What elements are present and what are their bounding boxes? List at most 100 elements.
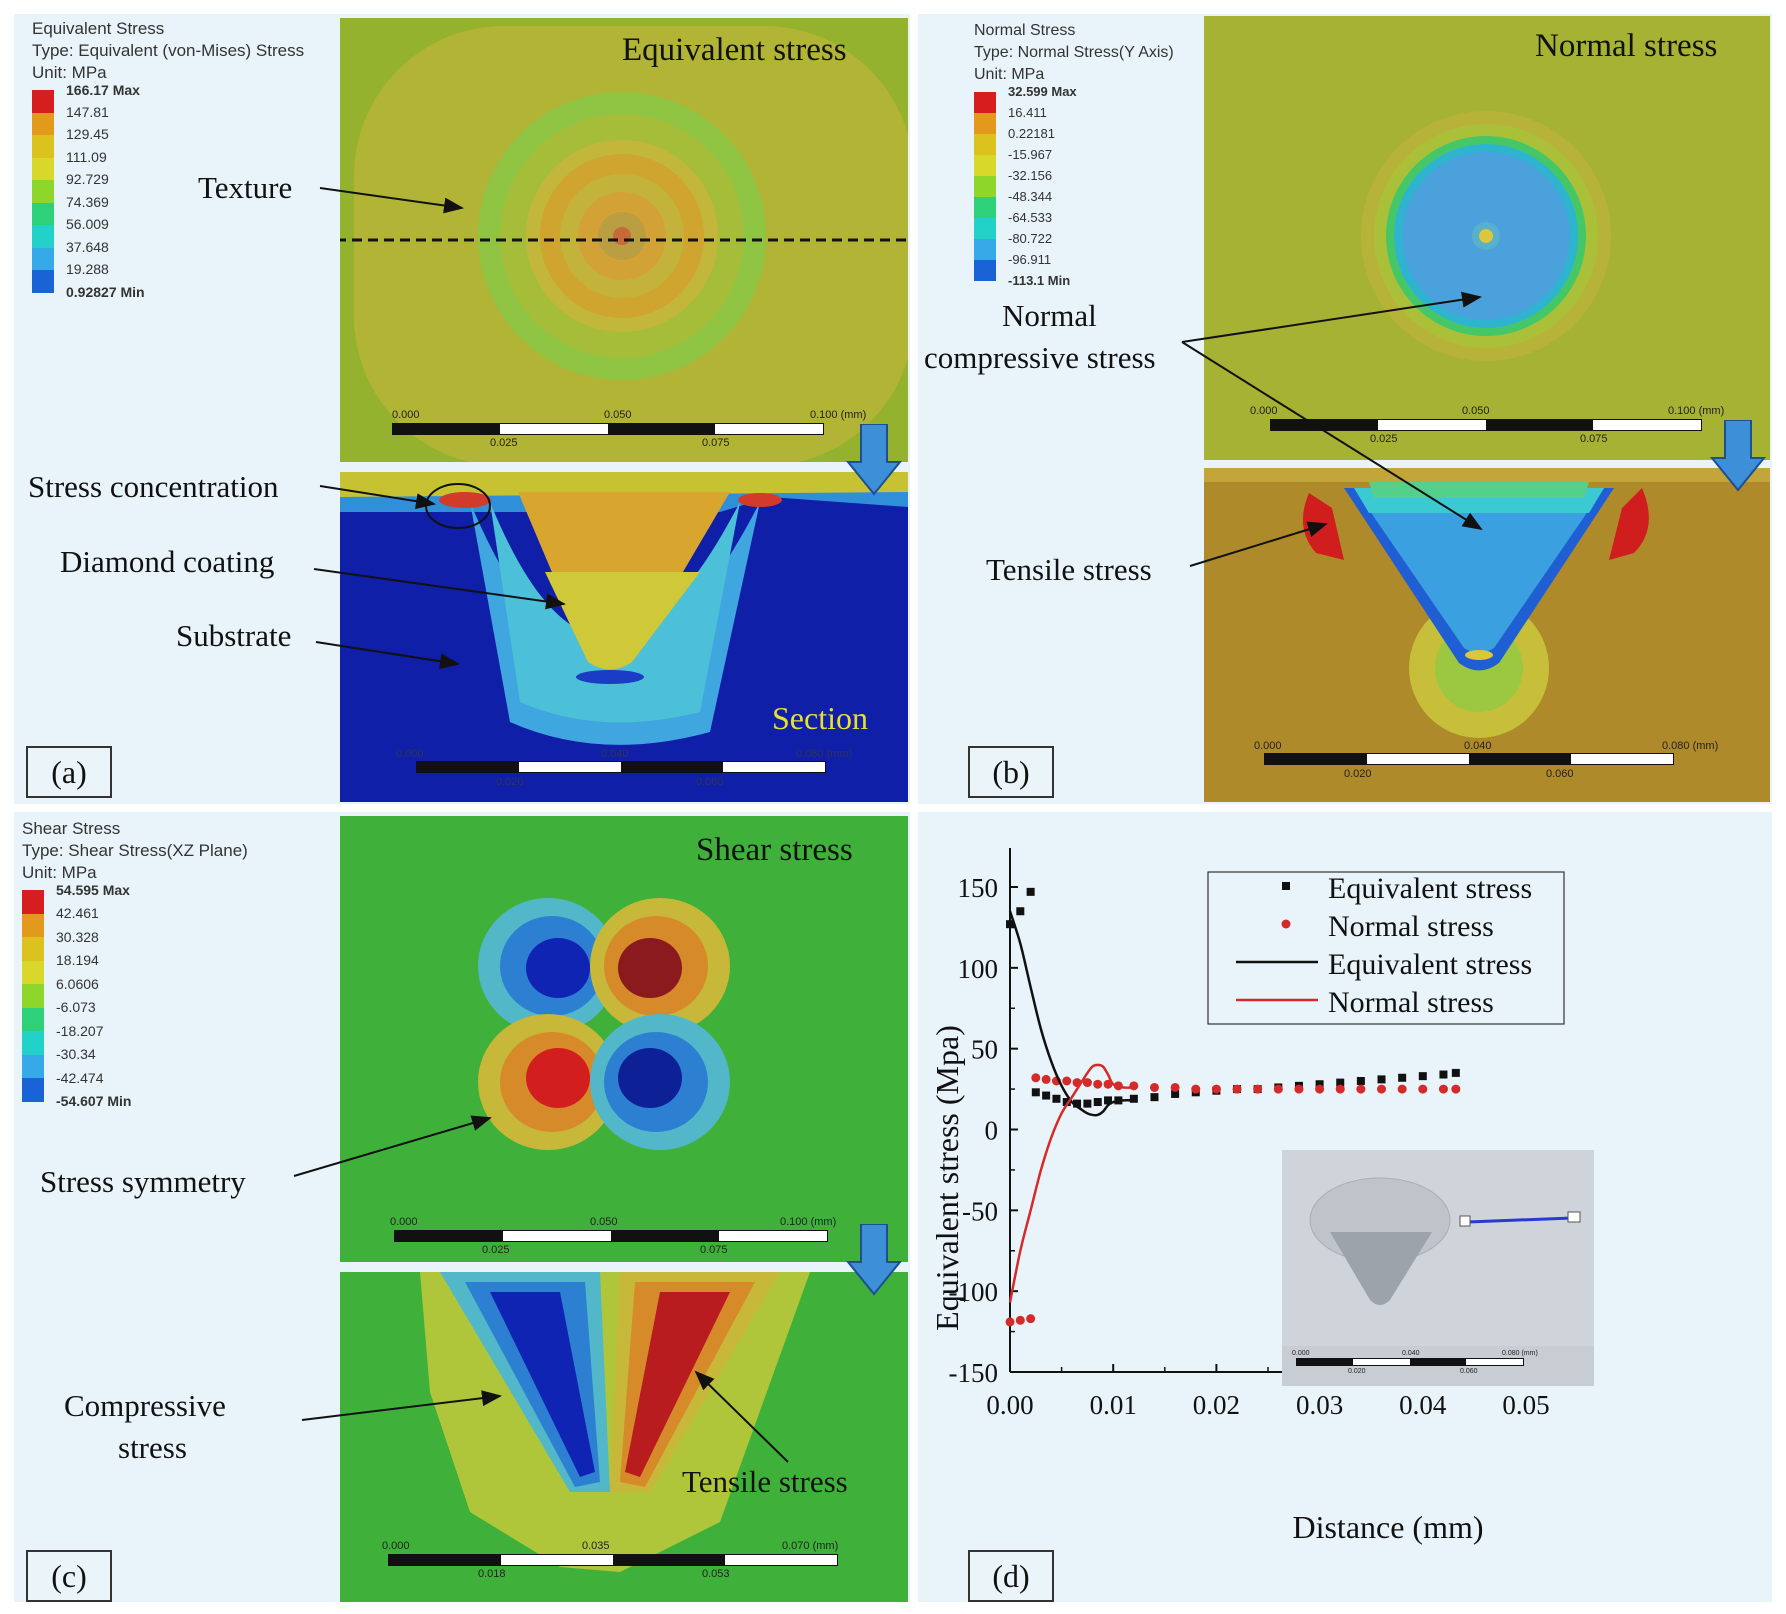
scale-bar-section: 0.000 0.040 0.080 (mm) 0.020 0.060	[396, 748, 853, 788]
legend-value: -64.533	[1008, 210, 1053, 225]
tip-blue	[576, 670, 644, 684]
panel-label-c: (c)	[26, 1550, 112, 1602]
label-tensile-stress: Tensile stress	[986, 552, 1152, 587]
x-tick-label: 0.03	[1296, 1390, 1343, 1420]
legend-swatch	[974, 155, 996, 176]
normal-section-svg	[1204, 468, 1770, 802]
legend-name: Shear Stress	[22, 819, 121, 838]
panel-b-title: Normal stress	[1535, 28, 1718, 64]
legend-swatch	[22, 1078, 44, 1102]
legend-label: Normal stress	[1328, 910, 1494, 943]
x-tick-label: 0.04	[1399, 1390, 1447, 1420]
x-axis-label: Distance (mm)	[1292, 1509, 1483, 1545]
legend-swatch	[22, 984, 44, 1008]
data-point-circle	[1191, 1084, 1201, 1094]
lobe-lower-left	[478, 1014, 618, 1150]
data-point-square	[1016, 907, 1025, 916]
panel-a: Equivalent Stress Type: Equivalent (von-…	[14, 14, 910, 804]
legend-value: -113.1 Min	[1008, 273, 1071, 288]
data-point-square	[1315, 1080, 1324, 1089]
legend-swatch	[32, 135, 54, 158]
normal-top-view	[1204, 16, 1770, 460]
panel-a-leader-lines	[313, 187, 566, 670]
data-point-circle	[1026, 1314, 1036, 1324]
data-point-square	[1062, 1098, 1071, 1107]
legend-swatch	[32, 202, 54, 225]
data-point-circle	[1149, 1082, 1159, 1092]
legend-normal: Normal Stress Type: Normal Stress(Y Axis…	[974, 20, 1174, 288]
y-tick-label: 100	[958, 954, 999, 984]
legend-swatch	[22, 1031, 44, 1055]
data-point-square	[1026, 887, 1035, 896]
cone-tip	[545, 572, 700, 670]
scale-bar-top: 0.000 0.050 0.100 (mm) 0.025 0.075	[392, 409, 867, 449]
legend-unit: Unit: MPa	[22, 863, 97, 882]
label-stress-symmetry: Stress symmetry	[40, 1164, 246, 1199]
series-line	[1008, 910, 1134, 1117]
legend-value: -42.474	[56, 1070, 104, 1086]
data-point-circle	[1170, 1082, 1180, 1092]
legend-value: -30.34	[56, 1046, 96, 1062]
legend-swatch	[22, 960, 44, 984]
legend-unit: Unit: MPa	[974, 66, 1045, 83]
legend-label: Normal stress	[1328, 986, 1494, 1019]
data-point-square	[1418, 1072, 1427, 1081]
chart-ticks: 0.00 0.01 0.02 0.03 0.04 0.05 -150 -100 -50 0 50 10…	[949, 873, 1550, 1420]
data-point-square	[1031, 1088, 1040, 1097]
inset-cone	[1330, 1232, 1432, 1305]
shear-top-view: 0.000 0.050 0.100 (mm) 0.025 0.075	[340, 816, 908, 1262]
data-point-square	[1451, 1068, 1460, 1077]
x-tick-label: 0.00	[986, 1390, 1033, 1420]
legend-value: 129.45	[66, 126, 109, 142]
data-point-square	[1377, 1075, 1386, 1084]
inset-svg	[1282, 1150, 1594, 1386]
legend-value: 0.92827 Min	[66, 284, 145, 300]
legend-swatch	[974, 176, 996, 197]
data-point-circle	[1356, 1084, 1366, 1094]
legend-value: -32.156	[1008, 168, 1053, 183]
data-point-circle	[1397, 1084, 1407, 1094]
label-compressive-1: Compressive	[64, 1388, 226, 1423]
data-point-circle	[1082, 1078, 1092, 1088]
legend-value: -54.607 Min	[56, 1093, 132, 1109]
data-point-circle	[1315, 1084, 1325, 1094]
normal-section-view: 0.000 0.040 0.080 (mm) 0.020 0.060	[1204, 468, 1770, 802]
data-point-square	[1052, 1094, 1061, 1103]
label-stress-concentration: Stress concentration	[28, 469, 279, 504]
y-tick-label: 50	[971, 1035, 998, 1065]
data-point-circle	[1062, 1076, 1072, 1086]
panel-a-title: Equivalent stress	[622, 32, 847, 68]
data-point-square	[1439, 1070, 1448, 1079]
data-point-circle	[1273, 1084, 1283, 1094]
legend-swatch	[32, 247, 54, 270]
legend-value: -6.073	[56, 999, 96, 1015]
equivalent-top-svg	[340, 18, 908, 462]
data-point-circle	[1232, 1084, 1242, 1094]
panel-b: Normal Stress Type: Normal Stress(Y Axis…	[918, 14, 1772, 804]
tensile-core	[625, 1292, 730, 1477]
legend-value: 54.595 Max	[56, 882, 130, 898]
y-tick-label: 150	[958, 873, 999, 903]
legend-swatch	[32, 90, 54, 113]
chart-legend: Equivalent stress Normal stress Equivalent…	[1207, 871, 1565, 1025]
data-point-circle	[1377, 1084, 1387, 1094]
legend-value: 92.729	[66, 171, 109, 187]
legend-label: Equivalent stress	[1328, 948, 1532, 981]
legend-swatch	[974, 218, 996, 239]
legend-swatch	[22, 937, 44, 961]
legend-value: 19.288	[66, 261, 109, 277]
label-texture: Texture	[198, 170, 293, 205]
equivalent-top-view	[340, 18, 908, 462]
series-line	[1008, 1063, 1134, 1303]
data-point-circle	[1031, 1073, 1041, 1083]
x-tick-label: 0.01	[1090, 1390, 1137, 1420]
legend-marker	[1282, 882, 1290, 890]
legend-swatch	[974, 239, 996, 260]
tensile-right	[1609, 488, 1649, 560]
legend-value: 0.22181	[1008, 126, 1055, 141]
stress-distance-chart: 0.00 0.01 0.02 0.03 0.04 0.05 -150 -100 -50 0 50 10…	[929, 848, 1565, 1545]
inset-path-line	[1467, 1216, 1573, 1224]
data-point-circle	[1041, 1074, 1051, 1084]
data-point-square	[1336, 1078, 1345, 1087]
legend-value: -15.967	[1008, 147, 1053, 162]
